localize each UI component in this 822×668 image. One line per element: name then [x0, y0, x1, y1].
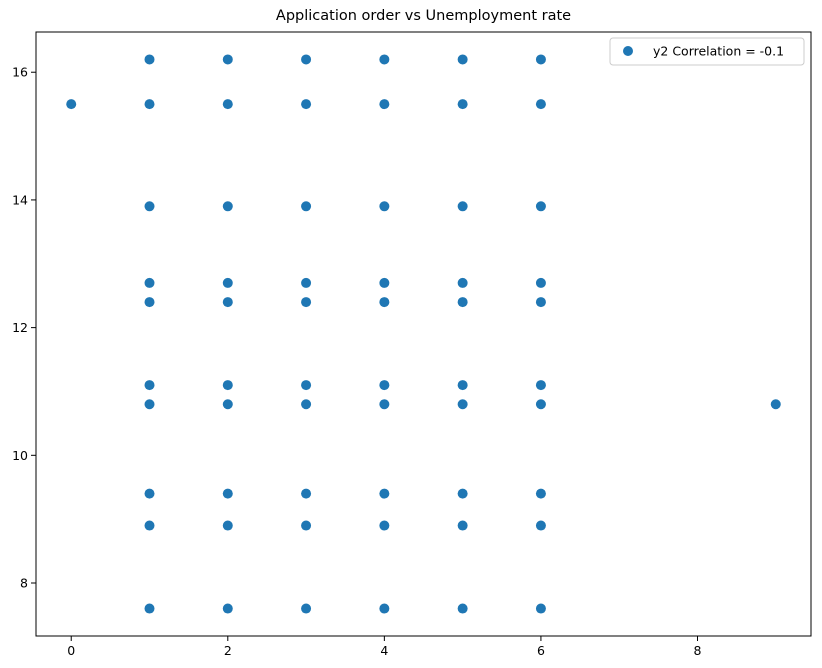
scatter-point [301, 277, 312, 288]
scatter-point [535, 520, 546, 531]
scatter-point [457, 603, 468, 614]
data-points [66, 54, 781, 614]
scatter-point [379, 399, 390, 410]
scatter-point [457, 277, 468, 288]
scatter-point [144, 603, 155, 614]
scatter-point [379, 297, 390, 308]
scatter-point [144, 399, 155, 410]
scatter-point [457, 201, 468, 212]
scatter-point [301, 297, 312, 308]
scatter-point [144, 54, 155, 65]
legend: y2 Correlation = -0.1 [609, 37, 805, 66]
scatter-point [457, 520, 468, 531]
scatter-point [301, 520, 312, 531]
scatter-point [535, 99, 546, 110]
scatter-point [457, 399, 468, 410]
scatter-point [301, 201, 312, 212]
scatter-point [144, 380, 155, 391]
scatter-point [535, 488, 546, 499]
scatter-point [222, 99, 233, 110]
plot-area [36, 32, 811, 636]
scatter-point [379, 99, 390, 110]
scatter-point [379, 54, 390, 65]
scatter-point [379, 520, 390, 531]
y-tick-label: 14 [12, 192, 28, 207]
x-axis: 0 2 4 6 8 [67, 636, 702, 658]
scatter-point [379, 603, 390, 614]
scatter-point [144, 520, 155, 531]
scatter-point [535, 277, 546, 288]
scatter-point [301, 99, 312, 110]
scatter-point [535, 54, 546, 65]
scatter-point [144, 297, 155, 308]
scatter-point [535, 201, 546, 212]
scatter-point [457, 54, 468, 65]
plot-frame [35, 31, 812, 637]
y-tick-label: 16 [12, 65, 28, 80]
y-tick-label: 8 [20, 576, 28, 591]
y-axis: 8 10 12 14 16 [12, 65, 36, 591]
x-tick-label: 2 [224, 643, 232, 658]
y-tick-label: 12 [12, 320, 28, 335]
scatter-point [770, 399, 781, 410]
x-tick-label: 4 [380, 643, 388, 658]
scatter-point [301, 54, 312, 65]
scatter-point [222, 520, 233, 531]
y-tick-label: 10 [12, 448, 28, 463]
legend-box [609, 37, 805, 66]
scatter-point [457, 488, 468, 499]
scatter-point [222, 277, 233, 288]
scatter-point [535, 297, 546, 308]
scatter-point [535, 603, 546, 614]
scatter-point [222, 603, 233, 614]
legend-marker [623, 46, 633, 56]
scatter-point [144, 201, 155, 212]
scatter-point [144, 488, 155, 499]
x-tick-label: 6 [537, 643, 545, 658]
scatter-point [222, 488, 233, 499]
scatter-point [222, 54, 233, 65]
scatter-point [301, 399, 312, 410]
scatter-point [222, 201, 233, 212]
scatter-point [379, 488, 390, 499]
scatter-point [379, 277, 390, 288]
chart-title: Application order vs Unemployment rate [276, 8, 571, 24]
scatter-point [222, 380, 233, 391]
scatter-point [301, 488, 312, 499]
scatter-point [144, 277, 155, 288]
x-tick-label: 8 [694, 643, 702, 658]
scatter-point [222, 399, 233, 410]
scatter-point [535, 380, 546, 391]
scatter-point [301, 380, 312, 391]
scatter-point [535, 399, 546, 410]
scatter-point [457, 297, 468, 308]
scatter-point [66, 99, 77, 110]
scatter-point [301, 603, 312, 614]
scatter-point [457, 99, 468, 110]
scatter-point [379, 380, 390, 391]
legend-label: y2 Correlation = -0.1 [653, 44, 784, 59]
scatter-point [379, 201, 390, 212]
scatter-point [222, 297, 233, 308]
scatter-point [457, 380, 468, 391]
scatter-point [144, 99, 155, 110]
x-tick-label: 0 [67, 643, 75, 658]
